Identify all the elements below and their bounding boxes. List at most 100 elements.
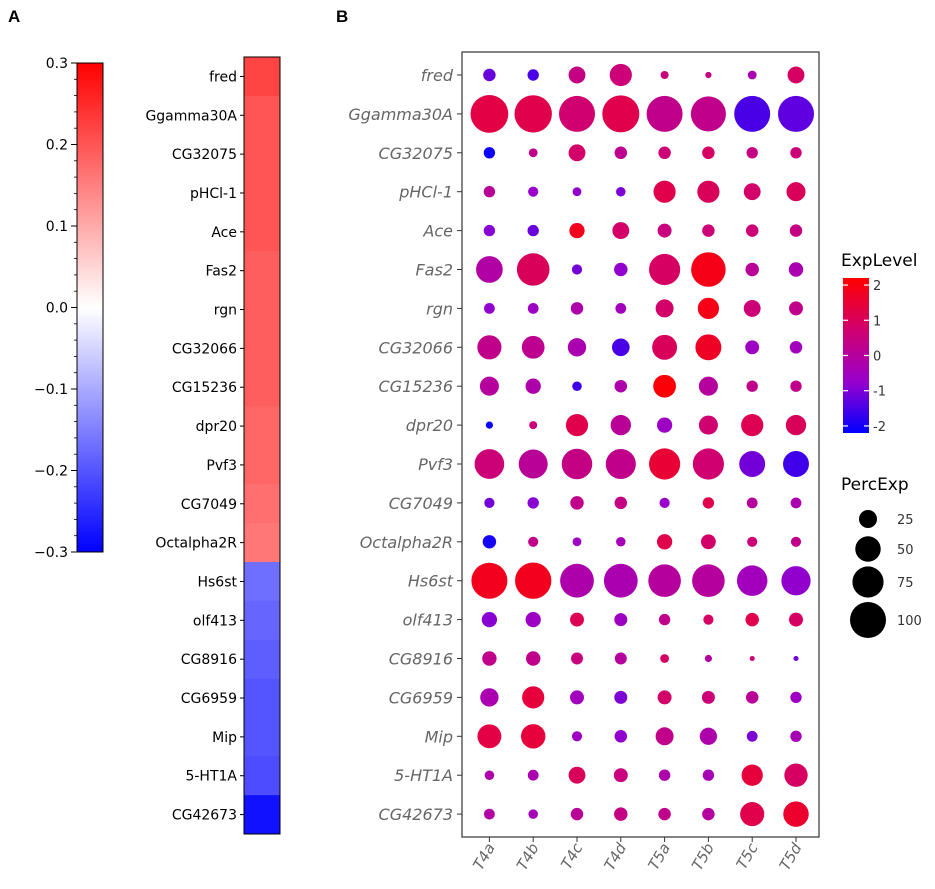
dot-Ace-T4b bbox=[527, 224, 539, 237]
size-legend-label: 100 bbox=[897, 614, 922, 629]
dot-Ggamma30A-T4b bbox=[514, 95, 552, 133]
dot-CG32075-T4b bbox=[528, 148, 538, 158]
dot-pHCl-1-T4b bbox=[528, 186, 539, 197]
dot-Pvf3-T4d bbox=[605, 448, 636, 480]
heatmap-cell bbox=[244, 484, 280, 524]
dot-fred-T4d bbox=[609, 63, 632, 87]
dot-Mip-T5b bbox=[699, 727, 718, 745]
dot-CG32066-T4a bbox=[477, 335, 502, 360]
x-tick-label: T5b bbox=[688, 840, 718, 873]
dot-Fas2-T4d bbox=[614, 262, 628, 277]
dot-CG7049-T5a bbox=[659, 497, 670, 508]
heatmap-cell bbox=[244, 523, 280, 563]
x-tick-label: T4b bbox=[513, 840, 543, 873]
dot-dpr20-T4a bbox=[485, 421, 493, 429]
heatmap-cell bbox=[244, 406, 280, 446]
dot-Ace-T5d bbox=[789, 224, 803, 237]
size-legend-label: 75 bbox=[897, 576, 914, 591]
dot-Hs6st-T4c bbox=[560, 563, 594, 598]
dot-Mip-T5a bbox=[655, 727, 674, 746]
dot-dpr20-T4d bbox=[610, 414, 631, 436]
dot-CG6959-T4d bbox=[614, 690, 628, 704]
size-legend-dot bbox=[859, 510, 877, 528]
dot-CG32066-T5d bbox=[789, 341, 803, 354]
dot-Mip-T4b bbox=[520, 724, 546, 749]
heatmap: fred Ggamma30A CG32075 pHCl-1 Ace Fas2 rgn CG32… bbox=[145, 56, 281, 835]
dot-CG32075-T5a bbox=[658, 146, 671, 160]
dot-5-HT1A-T4b bbox=[527, 769, 539, 781]
dot-CG6959-T4b bbox=[522, 686, 545, 709]
y-tick-label: Mip bbox=[425, 727, 453, 746]
dot-CG8916-T4a bbox=[482, 651, 497, 666]
heatmap-gene-label: CG8916 bbox=[181, 652, 237, 668]
heatmap-colorbar: 0.3 0.2 0.1 0.0 −0.1 −0.2 −0.3 bbox=[34, 56, 104, 561]
heatmap-cell bbox=[244, 328, 280, 369]
dot-CG8916-T4c bbox=[571, 652, 583, 665]
dot-olf413-T4a bbox=[481, 611, 498, 628]
colorbar-tick-label: 0.3 bbox=[46, 56, 68, 72]
dot-rgn-T5a bbox=[655, 299, 674, 318]
heatmap-cell bbox=[244, 290, 280, 330]
dot-CG7049-T4a bbox=[484, 497, 495, 508]
dot-fred-T5b bbox=[705, 71, 712, 79]
colorbar-tick-label: −0.3 bbox=[34, 545, 68, 561]
heatmap-cell bbox=[244, 367, 280, 408]
dot-CG6959-T4c bbox=[570, 690, 584, 705]
dot-Ace-T4d bbox=[612, 222, 630, 240]
dot-Mip-T4c bbox=[571, 731, 583, 742]
dot-plot: fred Ggamma30A CG32075 pHCl-1 Ace Fas2 rgn CG32… bbox=[348, 51, 820, 874]
dot-fred-T5d bbox=[787, 66, 805, 84]
color-legend-title: ExpLevel bbox=[841, 251, 917, 271]
size-legend-title: PercExp bbox=[841, 475, 909, 495]
heatmap-gene-label: CG15236 bbox=[172, 380, 237, 396]
dot-olf413-T4c bbox=[570, 612, 584, 627]
heatmap-cell bbox=[244, 717, 280, 757]
dot-rgn-T4b bbox=[527, 303, 539, 314]
dot-Ggamma30A-T4d bbox=[602, 95, 640, 133]
y-tick-label: fred bbox=[421, 66, 454, 85]
y-tick-label: Pvf3 bbox=[418, 455, 453, 474]
dot-CG15236-T4a bbox=[479, 376, 499, 396]
y-tick-label: olf413 bbox=[403, 611, 453, 630]
color-legend-tick-label: 2 bbox=[873, 279, 881, 294]
dot-Mip-T4d bbox=[614, 730, 628, 743]
dot-rgn-T5b bbox=[697, 297, 720, 320]
heatmap-cell bbox=[244, 212, 280, 252]
dot-olf413-T5d bbox=[789, 612, 803, 627]
dot-Ace-T5b bbox=[702, 224, 715, 237]
y-tick-label: 5-HT1A bbox=[394, 766, 453, 785]
color-legend-tick-label: -1 bbox=[873, 385, 886, 400]
colorbar-tick-label: 0.0 bbox=[46, 301, 68, 317]
dot-CG15236-T4d bbox=[614, 379, 628, 393]
heatmap-gene-label: fred bbox=[209, 69, 237, 85]
dot-Octalpha2R-T5a bbox=[656, 534, 673, 550]
dot-Ace-T4a bbox=[483, 224, 496, 237]
dot-rgn-T4d bbox=[615, 303, 627, 314]
dot-plot-legend: ExpLevel 2 1 0 -1 -2 PercExp 25 50 75 100 bbox=[841, 251, 922, 638]
dot-Octalpha2R-T5c bbox=[747, 536, 758, 547]
dot-Hs6st-T5d bbox=[781, 566, 811, 596]
dot-CG8916-T5c bbox=[749, 655, 755, 662]
dot-dpr20-T5c bbox=[741, 414, 764, 437]
dot-CG32075-T5d bbox=[790, 147, 802, 159]
heatmap-cell bbox=[244, 795, 280, 835]
dot-Fas2-T4b bbox=[516, 253, 550, 286]
heatmap-cell bbox=[244, 173, 280, 213]
dot-Fas2-T5c bbox=[745, 262, 759, 277]
dot-Fas2-T4a bbox=[476, 256, 503, 283]
dot-olf413-T5b bbox=[703, 614, 714, 625]
dot-CG42673-T5b bbox=[702, 807, 715, 821]
size-legend-dot bbox=[850, 602, 886, 638]
dot-CG15236-T4b bbox=[525, 378, 541, 394]
colorbar-tick-label: −0.2 bbox=[34, 464, 68, 480]
dot-pHCl-1-T5d bbox=[786, 182, 806, 202]
dot-Ace-T4c bbox=[569, 222, 585, 239]
dot-Ggamma30A-T5c bbox=[734, 95, 771, 132]
dot-Pvf3-T4a bbox=[474, 449, 505, 479]
dot-CG32066-T4c bbox=[567, 338, 587, 357]
dot-5-HT1A-T4c bbox=[568, 766, 586, 784]
y-tick-label: CG15236 bbox=[379, 377, 453, 396]
heatmap-gene-label: 5-HT1A bbox=[185, 769, 237, 785]
x-tick-label: T5d bbox=[776, 840, 806, 874]
dot-CG32075-T4d bbox=[614, 146, 628, 160]
